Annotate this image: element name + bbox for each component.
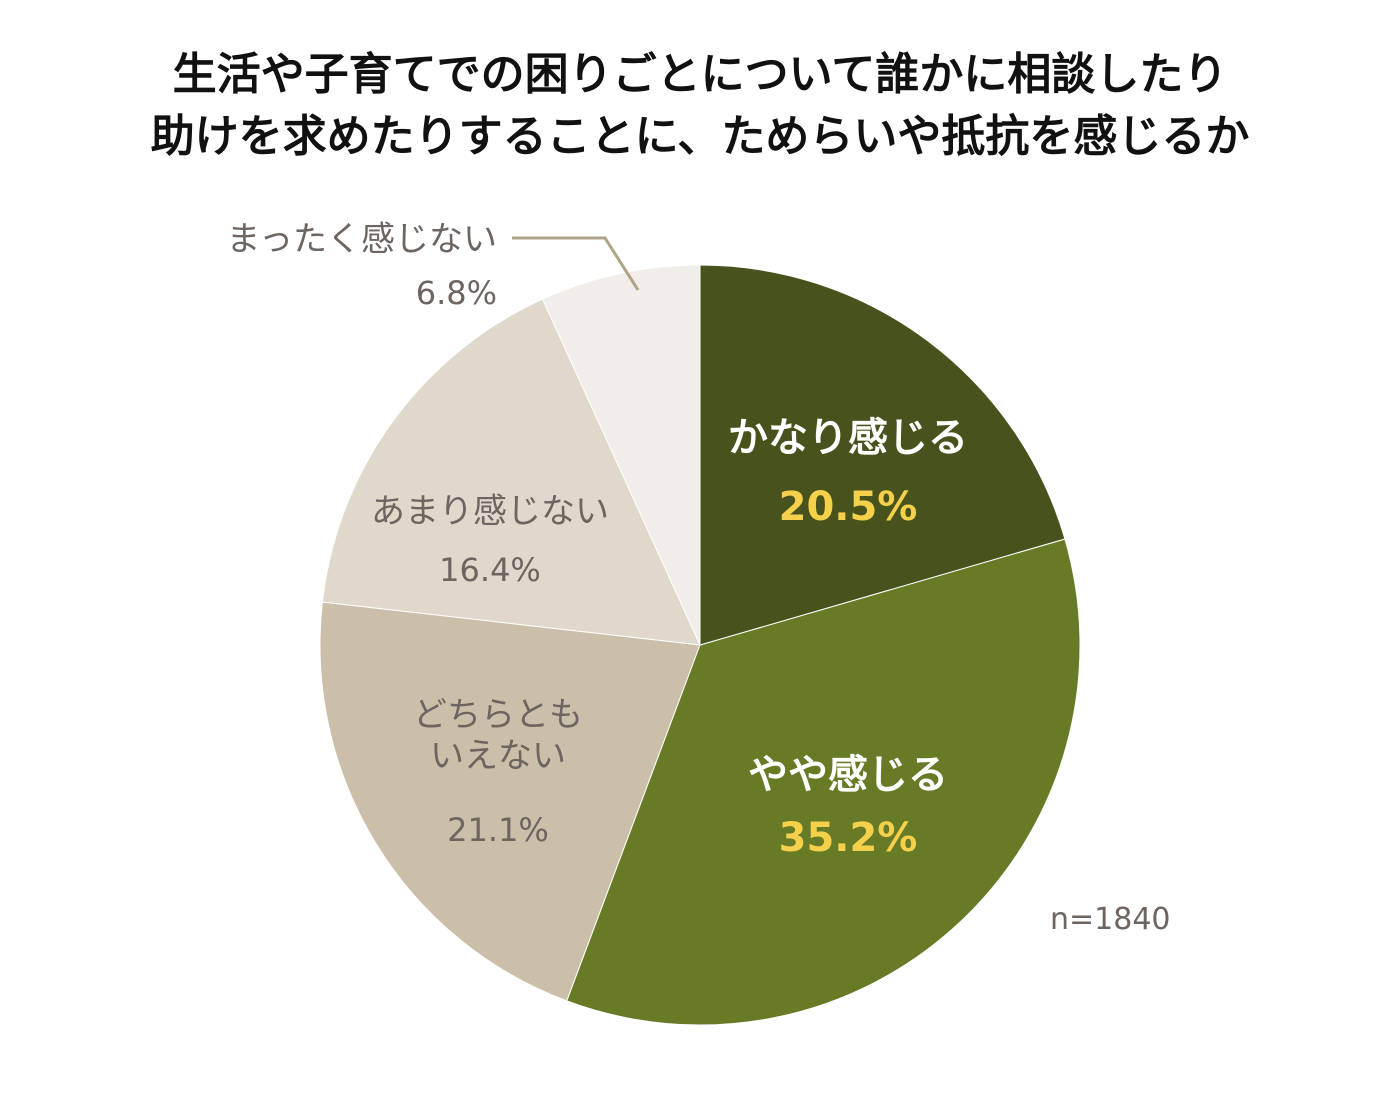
pie-slice [699,264,1066,646]
chart-title: 助けを求めたりすることに、ためらいや抵抗を感じるか [150,111,1250,162]
value-label: 6.8% [415,273,497,312]
pie-slice [541,264,701,646]
value-label: 35.2% [778,815,918,861]
value-label: 16.4% [439,550,541,589]
value-label: 20.5% [778,484,918,530]
category-label: あまり感じない [371,491,609,532]
pie-slice [321,298,701,646]
pie-slice [566,538,1081,1026]
category-label: やや感じる [748,752,948,798]
category-label: まったく感じない [226,219,497,260]
leader-line [512,236,640,291]
category-label: どちらともいえない [413,695,583,776]
chart-title: 生活や子育てでの困りごとについて誰かに相談したり [172,49,1228,100]
annotation: n=1840 [1050,902,1171,937]
value-label: 21.1% [447,810,549,849]
pie-slice [319,601,701,1002]
category-label: かなり感じる [728,415,968,461]
